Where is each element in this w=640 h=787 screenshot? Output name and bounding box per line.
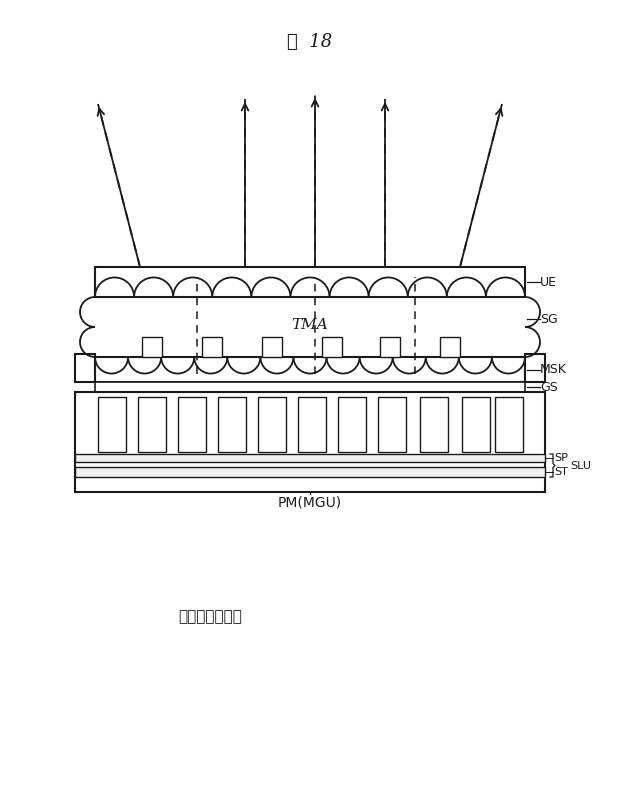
Bar xyxy=(262,337,282,357)
Text: MSK: MSK xyxy=(540,363,567,376)
Text: PM(MGU): PM(MGU) xyxy=(278,495,342,509)
Bar xyxy=(258,397,286,452)
Bar xyxy=(95,267,525,297)
Bar xyxy=(495,397,523,452)
Text: GS: GS xyxy=(540,380,557,394)
Bar xyxy=(95,357,525,382)
Bar xyxy=(75,354,95,382)
Bar xyxy=(525,354,545,382)
Bar xyxy=(178,397,206,452)
Bar xyxy=(98,397,126,452)
Bar xyxy=(202,337,222,357)
Text: SP: SP xyxy=(554,453,568,463)
Bar xyxy=(298,397,326,452)
Bar xyxy=(95,382,525,392)
Bar xyxy=(142,337,162,357)
Text: SLU: SLU xyxy=(570,460,591,471)
Text: SG: SG xyxy=(540,312,557,326)
Bar xyxy=(75,392,545,492)
Bar xyxy=(218,397,246,452)
Bar xyxy=(75,467,545,477)
Text: UE: UE xyxy=(540,275,557,289)
Bar xyxy=(420,397,448,452)
Text: ST: ST xyxy=(554,467,568,477)
Bar xyxy=(138,397,166,452)
Text: TMA: TMA xyxy=(292,318,328,332)
Bar xyxy=(338,397,366,452)
Bar xyxy=(75,454,545,462)
Text: プラズマ：オフ: プラズマ：オフ xyxy=(178,609,242,625)
Bar xyxy=(462,397,490,452)
Bar xyxy=(322,337,342,357)
Bar xyxy=(378,397,406,452)
Text: 図  18: 図 18 xyxy=(287,33,333,51)
Bar xyxy=(440,337,460,357)
Bar xyxy=(380,337,400,357)
